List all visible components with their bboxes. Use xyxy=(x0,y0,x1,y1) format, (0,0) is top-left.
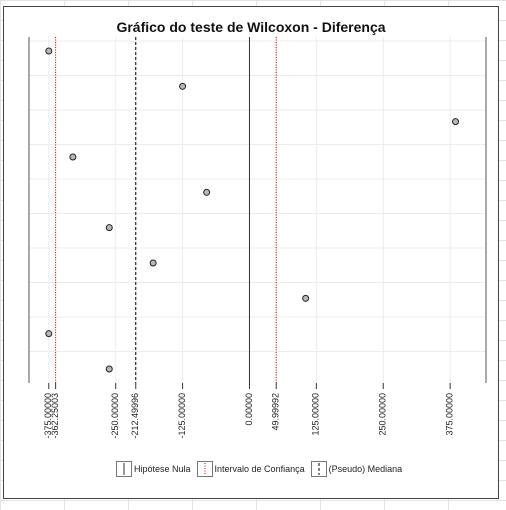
x-tick-label: 375.00000 xyxy=(445,393,455,436)
data-point xyxy=(149,259,157,267)
legend-ci-label: Intervalo de Confiança xyxy=(214,464,305,474)
legend-item-ci: Intervalo de Confiança xyxy=(196,461,305,477)
x-tick-label: 49.99992 xyxy=(271,393,281,431)
x-tick-label: 250.00000 xyxy=(378,393,388,436)
data-point xyxy=(203,188,211,196)
x-tick-label: -362.25003 xyxy=(50,393,60,439)
data-point xyxy=(105,365,113,373)
chart-legend: Hipótese Nula Intervalo de Confiança (Ps… xyxy=(116,458,408,480)
x-tick-label: 0.00000 xyxy=(244,393,254,426)
data-point xyxy=(45,330,53,338)
legend-null-label: Hipótese Nula xyxy=(134,464,191,474)
data-point xyxy=(451,118,459,126)
data-point xyxy=(302,294,310,302)
x-tick-label: -125.00000 xyxy=(177,393,187,439)
legend-item-null: Hipótese Nula xyxy=(116,461,191,477)
legend-median-label: (Pseudo) Mediana xyxy=(328,464,403,474)
chart-frame[interactable]: -375.00000 -362.25003 -250.00000 -212.49996… xyxy=(3,6,499,499)
legend-ci-symbol xyxy=(196,461,213,477)
legend-median-symbol xyxy=(310,461,327,477)
data-point xyxy=(45,47,53,55)
legend-null-symbol xyxy=(116,461,132,477)
chart-plot: -375.00000-362.25003 -250.00000 -212.49996… xyxy=(28,37,487,439)
x-tick-label: -250.00000 xyxy=(110,393,120,439)
legend-item-median: (Pseudo) Mediana xyxy=(310,461,403,477)
data-point xyxy=(69,153,77,161)
data-point xyxy=(105,224,113,232)
x-tick-label: -375.00000 xyxy=(43,393,53,439)
x-tick-label: 125.00000 xyxy=(311,393,321,436)
x-tick-label: -212.49996 xyxy=(130,393,140,439)
chart-title: Gráfico do teste de Wilcoxon - Diferença xyxy=(116,19,386,35)
data-point xyxy=(179,82,187,90)
